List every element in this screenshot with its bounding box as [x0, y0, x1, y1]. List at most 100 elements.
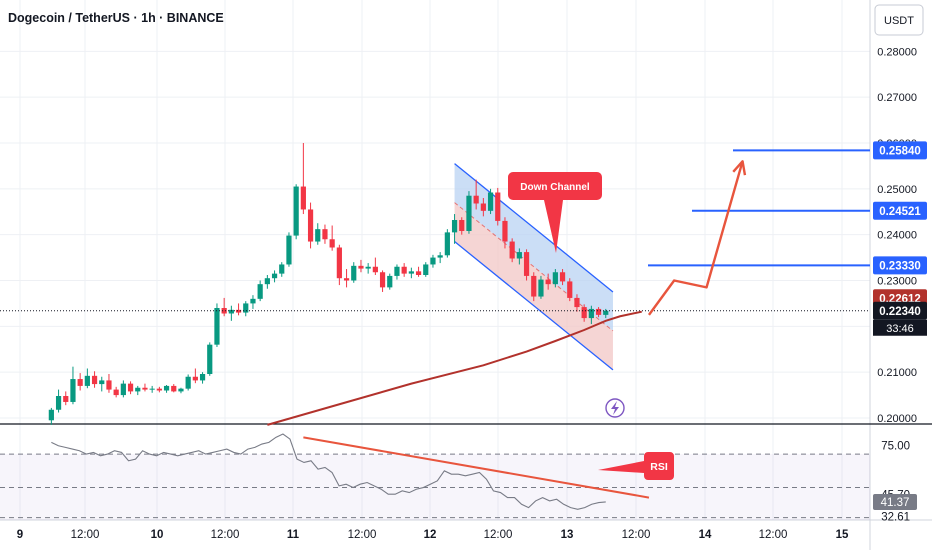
candle-body: [243, 303, 249, 313]
candle-body: [135, 387, 141, 392]
candle-body: [178, 388, 184, 392]
candle-body: [415, 271, 422, 275]
candle-body: [545, 279, 551, 285]
candle-body: [163, 385, 170, 391]
candle-body: [192, 376, 198, 381]
candle-body: [221, 308, 227, 314]
candle-body: [603, 310, 609, 315]
candle-body: [185, 376, 191, 389]
candle-body: [293, 186, 299, 236]
price-label-text: 0.25840: [879, 145, 921, 157]
down-channel-callout: [508, 172, 602, 253]
price-tick-label: 0.24000: [877, 230, 917, 242]
rsi-pane: RSI: [0, 433, 870, 520]
candle-body: [329, 239, 335, 248]
alert-bolt-glyph: [611, 401, 619, 415]
candle-body: [235, 309, 242, 313]
rsi-value-badge: [873, 493, 917, 510]
rsi-value-text: 41.37: [881, 497, 910, 509]
candle-body: [430, 257, 436, 265]
price-label-text: 0.22340: [879, 306, 921, 318]
candle-body: [264, 278, 270, 285]
chart-title: Dogecoin / TetherUS · 1h · BINANCE: [8, 11, 224, 25]
candle-body: [142, 387, 148, 390]
time-tick-label: 10: [151, 529, 164, 541]
candle-body: [214, 308, 220, 345]
candle-body: [473, 195, 479, 204]
price-label-text: 0.24521: [879, 206, 921, 218]
time-tick-label: 14: [699, 529, 712, 541]
candle-body: [171, 385, 177, 392]
down-channel-label: Down Channel: [520, 182, 590, 193]
axes: 0.280000.270000.260000.250000.240000.230…: [17, 46, 927, 541]
candle-body: [55, 396, 62, 410]
rsi-tick-label: 75.00: [881, 441, 910, 453]
candle-body: [358, 265, 364, 269]
candle-body: [279, 264, 285, 274]
candle-body: [228, 309, 234, 314]
candle-body: [250, 298, 256, 304]
price-tick-label: 0.27000: [877, 92, 917, 104]
candle-body: [322, 229, 328, 240]
candle-body: [156, 388, 162, 391]
candle-body: [99, 380, 105, 385]
candle-body: [581, 307, 587, 319]
candle-body: [588, 308, 594, 319]
rsi-callout: [598, 452, 674, 480]
price-label-box: [873, 301, 927, 320]
candle-body: [451, 220, 458, 233]
price-tick-label: 0.20000: [877, 413, 917, 425]
candle-body: [531, 275, 537, 297]
candle-body: [437, 255, 443, 258]
candle-body: [523, 252, 530, 276]
channel-upper-line: [454, 163, 614, 293]
candle-body: [343, 278, 350, 281]
candle-body: [77, 379, 83, 386]
candle-body: [480, 203, 486, 211]
price-label-box: [873, 256, 927, 275]
time-tick-label: 12: [424, 529, 437, 541]
candle-body: [387, 275, 393, 288]
candle-body: [63, 396, 69, 402]
projection-arrowhead: [732, 160, 747, 176]
candle-body: [113, 389, 119, 396]
candle-body: [459, 220, 465, 231]
time-tick-label: 13: [561, 529, 574, 541]
candle-body: [401, 266, 407, 274]
time-tick-label: 12:00: [759, 529, 788, 541]
price-label-text: 0.23330: [879, 260, 921, 272]
time-tick-label: 12:00: [71, 529, 100, 541]
price-tick-label: 0.21000: [877, 367, 917, 379]
candle-body: [538, 279, 544, 297]
candle-body: [120, 383, 126, 396]
candle-body: [567, 281, 573, 298]
candle-body: [271, 273, 278, 279]
rsi-line: [51, 433, 606, 510]
currency-badge-box: [874, 4, 924, 36]
currency-badge[interactable]: USDT: [874, 4, 924, 36]
price-label-box: [873, 141, 927, 160]
candle-body: [286, 235, 292, 265]
candle-body: [149, 388, 155, 390]
time-tick-label: 12:00: [622, 529, 651, 541]
candle-body: [487, 192, 494, 211]
rsi-trendline: [303, 436, 650, 499]
candle-body: [552, 272, 558, 285]
channel-lower-line: [454, 241, 614, 371]
candle-body: [315, 229, 321, 242]
candle-body: [372, 266, 378, 273]
currency-badge-label: USDT: [884, 15, 914, 27]
time-tick-label: 12:00: [484, 529, 513, 541]
candle-body: [48, 409, 54, 421]
candle-body: [365, 266, 371, 269]
rsi-label: RSI: [650, 461, 668, 473]
candle-body: [307, 209, 314, 242]
candle-body: [574, 297, 580, 308]
rsi-tick-label: 32.61: [881, 512, 910, 524]
candle-body: [336, 247, 342, 279]
time-tick-label: 9: [17, 529, 23, 541]
time-tick-label: 15: [836, 529, 849, 541]
alert-bolt-icon[interactable]: [605, 398, 625, 418]
